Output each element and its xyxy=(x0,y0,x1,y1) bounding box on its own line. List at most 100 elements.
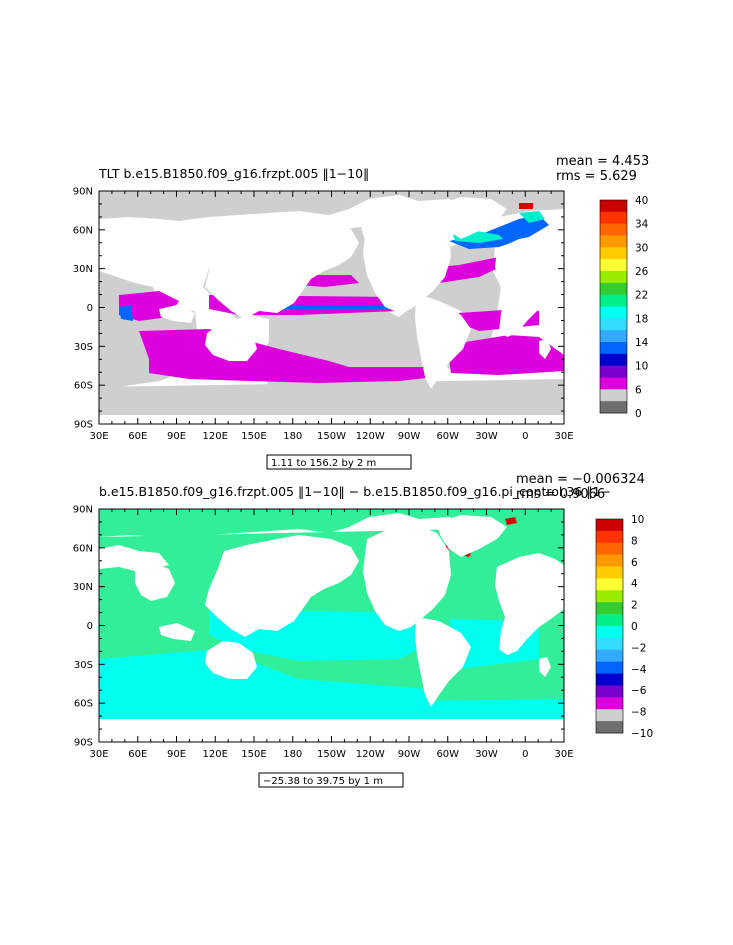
colorbar-label: 26 xyxy=(635,266,649,278)
latitude-label: 60N xyxy=(73,543,93,554)
colorbar-swatch xyxy=(600,365,627,378)
colorbar-swatch xyxy=(596,709,623,722)
longitude-label: 0 xyxy=(522,749,528,760)
colorbar-swatch xyxy=(600,235,627,248)
colorbar-label: −2 xyxy=(631,642,646,654)
colorbar-label: 18 xyxy=(635,313,648,325)
colorbar-swatch xyxy=(600,306,627,319)
latitude-label: 0 xyxy=(87,621,93,632)
colorbar-label: −6 xyxy=(631,685,647,697)
colorbar-swatch xyxy=(596,626,623,639)
mean-value: mean = 4.453 xyxy=(556,154,649,169)
colorbar-label: 0 xyxy=(635,408,642,420)
mean-value: mean = −0.006324 xyxy=(516,472,645,487)
longitude-label: 90W xyxy=(398,749,421,760)
latitude-label: 30S xyxy=(74,660,93,671)
colorbar-frame xyxy=(599,199,628,414)
longitude-label: 180 xyxy=(283,749,302,760)
colorbar-swatch xyxy=(600,223,627,236)
latitude-label: 0 xyxy=(87,303,93,314)
longitude-label: 120E xyxy=(203,749,228,760)
colorbar-swatch xyxy=(596,614,623,627)
colorbar-swatch xyxy=(596,602,623,615)
colorbar-swatch xyxy=(596,519,623,532)
colorbar-swatch xyxy=(600,282,627,295)
colorbar-label: 8 xyxy=(631,535,638,547)
colorbar-swatch xyxy=(600,294,627,307)
lon-ticks xyxy=(98,509,565,742)
map-plot xyxy=(98,508,565,743)
longitude-label: 30W xyxy=(475,431,498,442)
colorbar-label: 0 xyxy=(631,621,638,633)
colorbar-swatch xyxy=(600,211,627,224)
range-label: 1.11 to 156.2 by 2 m xyxy=(271,458,376,469)
longitude-label: 30E xyxy=(554,749,573,760)
colorbar-swatch xyxy=(596,721,623,734)
latitude-label: 90N xyxy=(73,187,93,198)
longitude-label: 90E xyxy=(167,749,186,760)
colorbar-swatch xyxy=(596,685,623,698)
colorbar-frame xyxy=(595,518,624,734)
colorbar-label: 22 xyxy=(635,290,648,302)
latitude-label: 90N xyxy=(73,505,93,516)
colorbar-label: 14 xyxy=(635,337,649,349)
map-panel-top: TLT b.e15.B1850.f09_g16.frzpt.005 ‖1−10‖… xyxy=(73,154,649,470)
latitude-label: 60S xyxy=(74,381,93,392)
colorbar-swatch xyxy=(600,247,627,260)
colorbar-swatch xyxy=(596,578,623,591)
colorbar-swatch xyxy=(596,673,623,686)
longitude-label: 30E xyxy=(89,431,108,442)
colorbar-label: 2 xyxy=(631,600,638,612)
colorbar-swatch xyxy=(596,566,623,579)
longitude-label: 120E xyxy=(203,431,228,442)
longitude-label: 30W xyxy=(475,749,498,760)
colorbar-swatch xyxy=(600,377,627,390)
colorbar-swatch xyxy=(596,530,623,544)
longitude-label: 150W xyxy=(317,749,346,760)
longitude-label: 0 xyxy=(522,431,528,442)
longitude-label: 180 xyxy=(283,431,302,442)
longitude-label: 60W xyxy=(436,749,459,760)
colorbar-label: 40 xyxy=(635,195,648,207)
colorbar: 10 8 6 4 2 0 −2 −4 −6 −8 −10 xyxy=(595,514,653,740)
latitude-label: 90S xyxy=(74,420,93,431)
colorbar-swatch xyxy=(600,200,627,213)
colorbar-swatch xyxy=(596,590,623,603)
latitude-labels: 90N 60N 30N 0 30S 60S 90S xyxy=(73,505,93,749)
colorbar-swatch xyxy=(600,318,627,331)
rms-value: rms = 5.629 xyxy=(556,169,637,184)
colorbar-label: 30 xyxy=(635,242,648,254)
colorbar-label: 10 xyxy=(631,514,644,526)
longitude-label: 150W xyxy=(317,431,346,442)
longitude-labels: 30E 60E 90E 120E 150E 180 150W 120W 90W 60W 30W 0 30… xyxy=(89,749,573,760)
latitude-label: 30N xyxy=(73,264,93,275)
latitude-label: 30S xyxy=(74,342,93,353)
colorbar-label: 34 xyxy=(635,219,649,231)
latitude-label: 60S xyxy=(74,699,93,710)
range-box xyxy=(258,772,404,788)
lat-ticks xyxy=(99,508,564,743)
colorbar-swatch xyxy=(596,649,623,662)
longitude-labels: 30E 60E 90E 120E 150E 180 150W 120W 90W 60W 30W 0 30… xyxy=(89,431,573,442)
longitude-label: 120W xyxy=(356,431,385,442)
longitude-label: 90E xyxy=(167,431,186,442)
latitude-labels: 90N 60N 30N 0 30S 60S 90S xyxy=(73,187,93,431)
map-panel-bottom: b.e15.B1850.f09_g16.frzpt.005 ‖1−10‖ − b… xyxy=(73,472,653,788)
longitude-label: 60W xyxy=(436,431,459,442)
colorbar: 40 34 30 26 22 18 14 10 6 0 xyxy=(599,195,649,420)
colorbar-swatch xyxy=(596,542,623,555)
latitude-label: 30N xyxy=(73,582,93,593)
longitude-label: 150E xyxy=(241,431,266,442)
colorbar-swatch xyxy=(600,342,627,355)
longitude-label: 60E xyxy=(128,431,147,442)
colorbar-swatch xyxy=(600,353,627,366)
longitude-label: 60E xyxy=(128,749,147,760)
map-plot xyxy=(98,190,565,425)
longitude-label: 120W xyxy=(356,749,385,760)
colorbar-swatch xyxy=(600,330,627,343)
lon-ticks xyxy=(98,191,565,424)
colorbar-swatch xyxy=(596,661,623,674)
range-box xyxy=(266,454,412,470)
colorbar-label: −10 xyxy=(631,728,653,740)
